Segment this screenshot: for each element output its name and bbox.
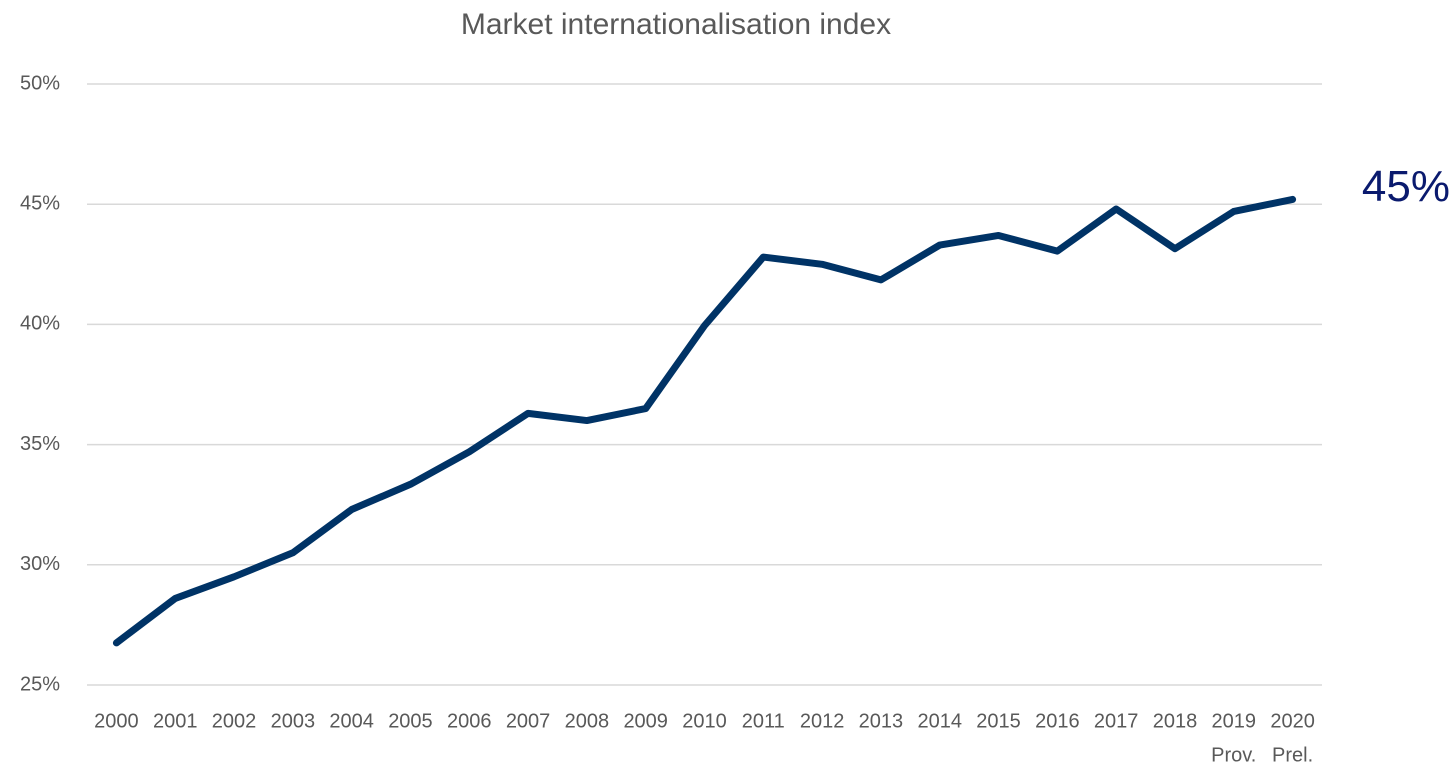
x-tick-label: 2000 bbox=[94, 710, 139, 732]
x-tick-label: 2009 bbox=[623, 710, 668, 732]
x-tick-label: 2005 bbox=[388, 710, 433, 732]
x-tick-label: 2008 bbox=[565, 710, 610, 732]
x-tick-label: 2011 bbox=[742, 710, 785, 732]
x-tick-label: 2003 bbox=[271, 710, 316, 732]
x-tick-label: 2006 bbox=[447, 710, 492, 732]
line bbox=[112, 195, 1297, 647]
x-tick-label: 2002 bbox=[212, 710, 257, 732]
x-tick-label: 2018 bbox=[1153, 710, 1198, 732]
y-tick-label: 40% bbox=[20, 313, 60, 335]
x-tick-label: 2020 bbox=[1270, 710, 1315, 732]
y-tick-label: 45% bbox=[20, 192, 60, 214]
x-tick-label: 2012 bbox=[800, 710, 845, 732]
x-tick-label: 2007 bbox=[506, 710, 551, 732]
y-tick-label: 25% bbox=[20, 673, 60, 695]
end-label: 45% bbox=[1362, 162, 1450, 211]
y-tick-label: 35% bbox=[20, 433, 60, 455]
x-tick-note: Prel. bbox=[1272, 744, 1313, 766]
x-tick-label: 2010 bbox=[682, 710, 727, 732]
chart-title: Market internationalisation index bbox=[461, 8, 891, 41]
x-tick-label: 2013 bbox=[859, 710, 904, 732]
x-tick-label: 2015 bbox=[976, 710, 1021, 732]
y-tick-label: 30% bbox=[20, 553, 60, 575]
x-tick-label: 2014 bbox=[917, 710, 962, 732]
x-tick-label: 2017 bbox=[1094, 710, 1139, 732]
y-tick-label: 50% bbox=[20, 72, 60, 94]
x-tick-label: 2001 bbox=[153, 710, 198, 732]
x-tick-label: 2019 bbox=[1212, 710, 1257, 732]
x-tick-label: 2004 bbox=[329, 710, 374, 732]
x-tick-label: 2016 bbox=[1035, 710, 1080, 732]
x-tick-note: Prov. bbox=[1211, 744, 1256, 766]
